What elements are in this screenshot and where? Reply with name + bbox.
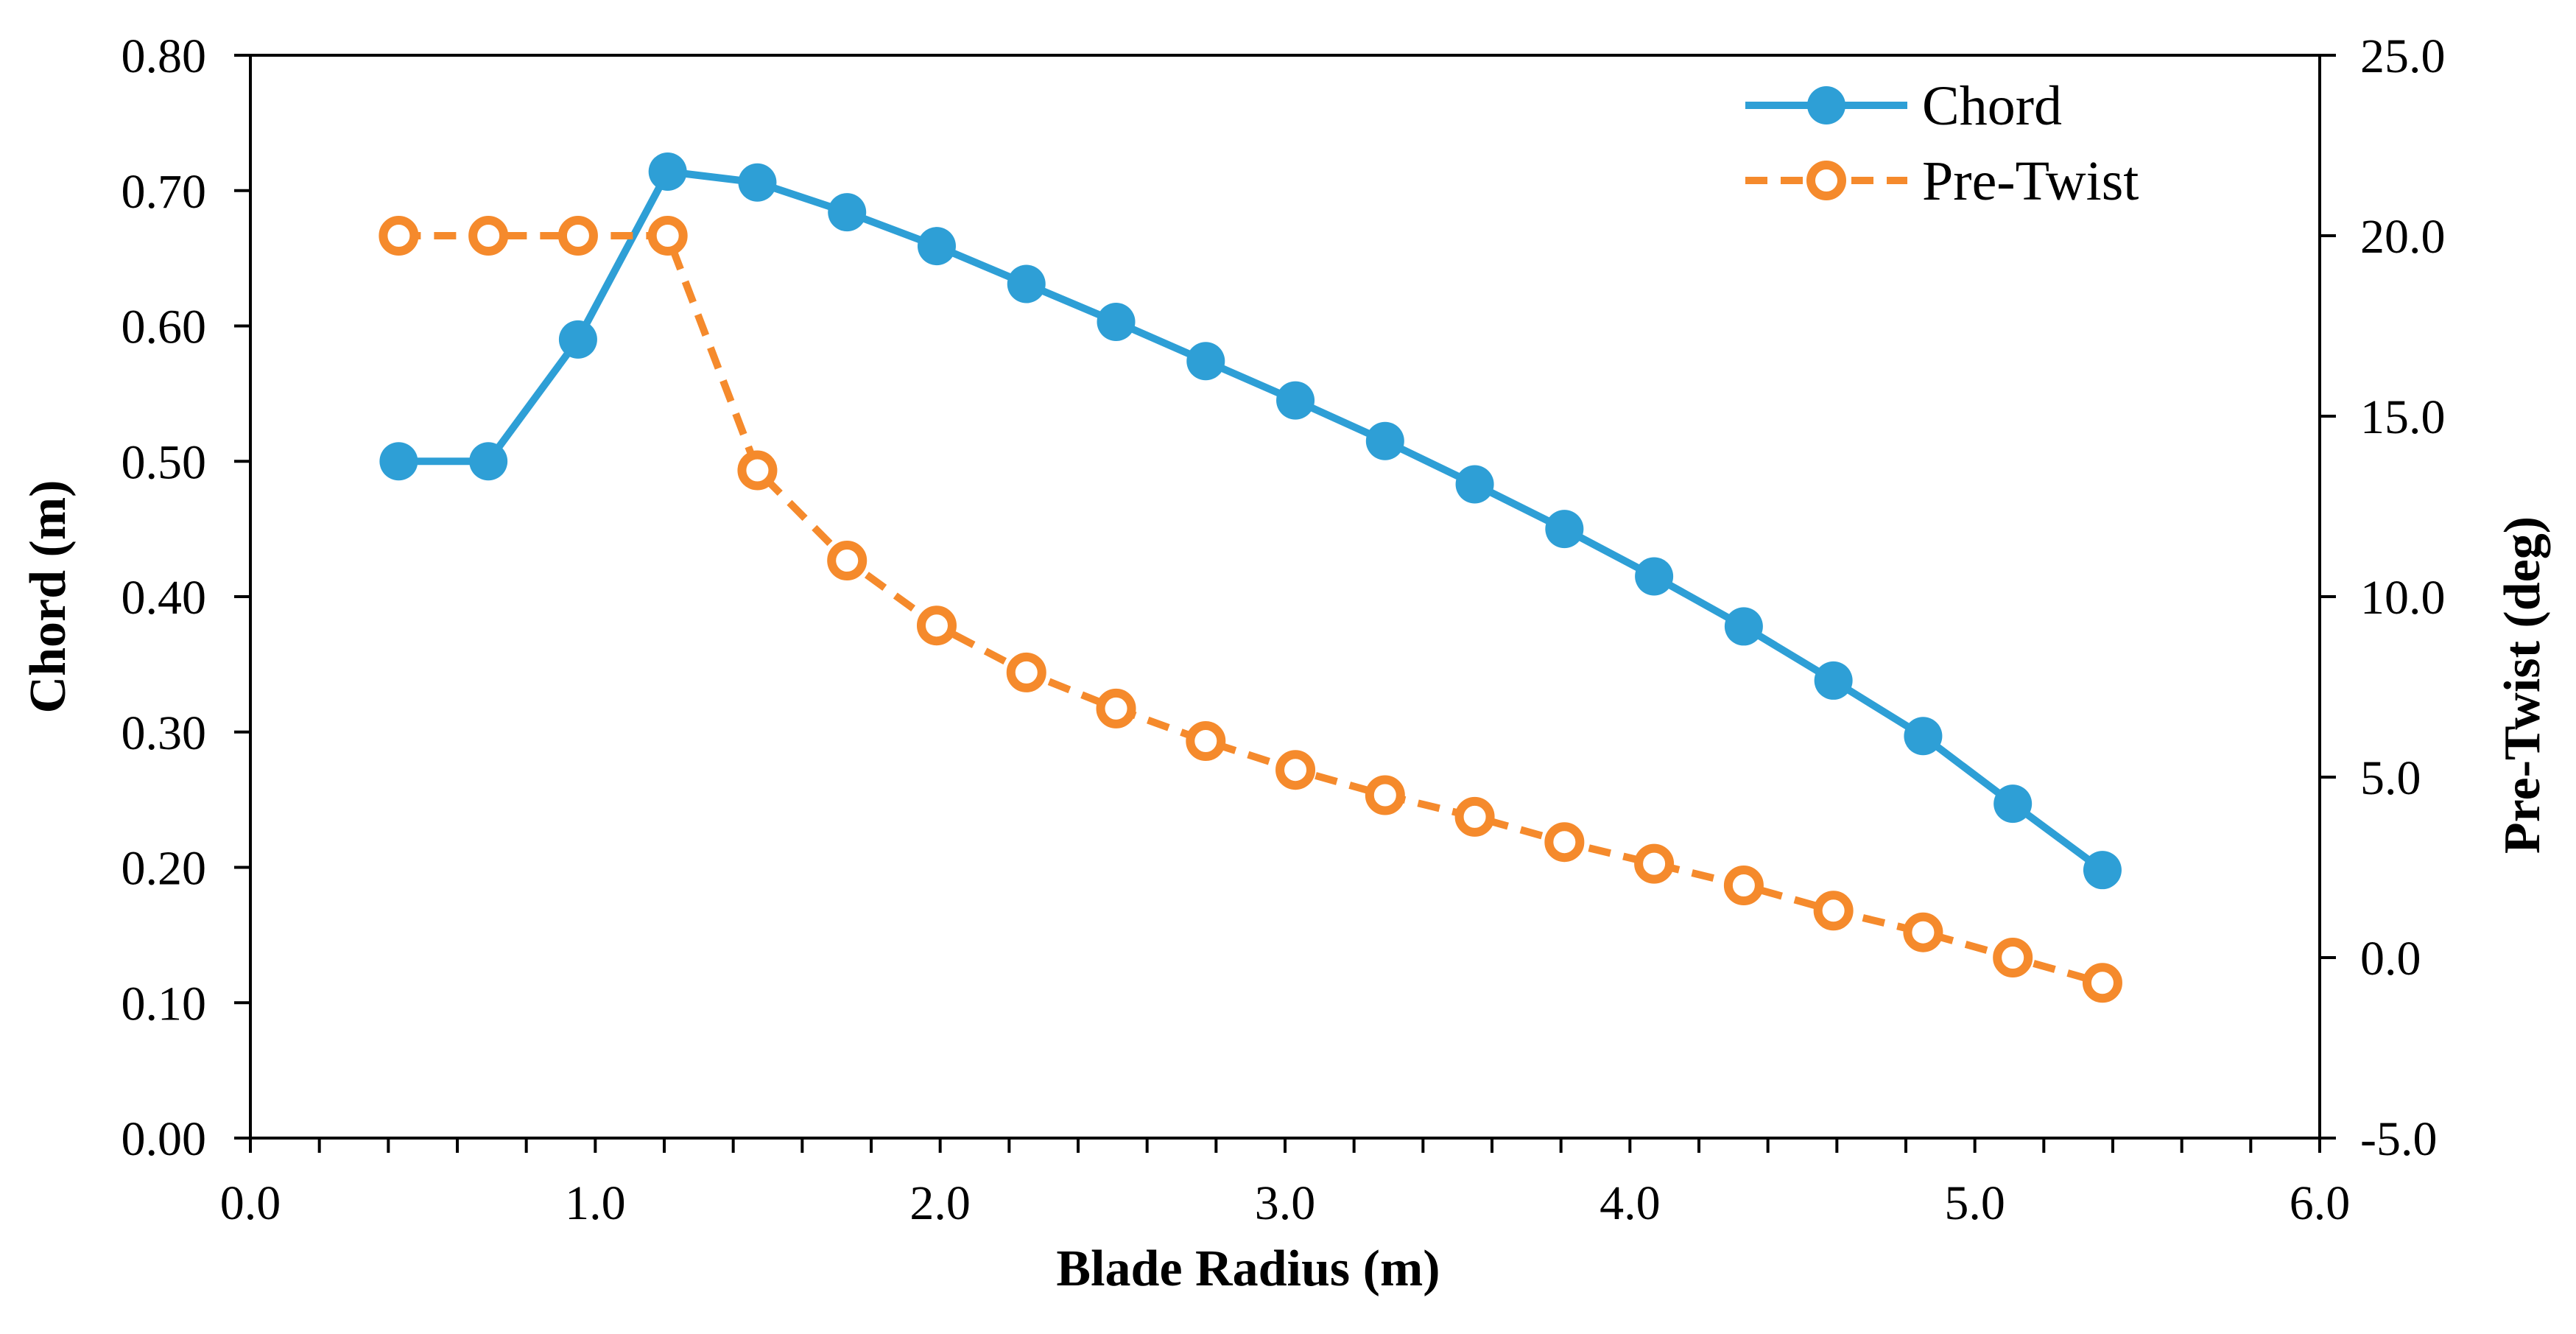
x-tick-label: 5.0 (1944, 1176, 2005, 1230)
chord-point (2083, 851, 2122, 890)
pre-twist-point (1454, 796, 1495, 837)
chord-point (1365, 421, 1404, 460)
pre-twist-point (379, 216, 419, 256)
y-right-tick-label: 5.0 (2360, 751, 2421, 805)
y-right-tick-label: 25.0 (2360, 29, 2446, 83)
pre-twist-point (2082, 963, 2122, 1003)
y-right-tick-label: 15.0 (2360, 390, 2446, 444)
x-tick-label: 2.0 (909, 1176, 971, 1230)
chord-point (379, 442, 418, 481)
chord-point (1993, 784, 2033, 824)
y-left-tick-label: 0.60 (122, 301, 207, 354)
pre-twist-point (647, 216, 688, 256)
chord-point (1186, 342, 1225, 381)
pre-twist-point (1365, 775, 1405, 815)
y-left-tick-label: 0.80 (122, 29, 207, 83)
chord-point (1007, 264, 1046, 303)
chord-point (1545, 510, 1584, 549)
chord-point (469, 442, 508, 481)
chord-point (917, 227, 956, 266)
axes: 0.0 1.0 2.0 3.0 4.0 5.0 6.0 0.00 0.10 0.20 0.30 0.4… (20, 29, 2551, 1297)
pre-twist-point (1275, 750, 1316, 790)
legend: Chord Pre-Twist (1745, 75, 2139, 212)
y-right-axis-title: Pre-Twist (deg) (2494, 516, 2551, 854)
y-left-axis-title: Chord (m) (20, 480, 77, 714)
legend-chord-marker (1807, 86, 1845, 124)
chord-point (738, 163, 777, 202)
pre-twist-point (1813, 891, 1854, 931)
pre-twist-point (468, 216, 509, 256)
x-tick-label: 4.0 (1600, 1176, 1661, 1230)
x-tick-label: 3.0 (1255, 1176, 1316, 1230)
legend-pre-twist-marker (1806, 161, 1846, 200)
y-left-tick-label: 0.50 (122, 435, 207, 489)
legend-pre-twist-label: Pre-Twist (1922, 150, 2139, 212)
pre-twist-point (1006, 652, 1046, 692)
y-right-tick-label: -5.0 (2360, 1112, 2437, 1166)
y-left-tick-label: 0.10 (122, 977, 207, 1031)
pre-twist-point (1993, 938, 2033, 977)
series-layer (379, 152, 2122, 1003)
x-axis-title: Blade Radius (m) (1056, 1240, 1440, 1297)
y-right-tick-label: 10.0 (2360, 571, 2446, 625)
y-left-tick-label: 0.30 (122, 706, 207, 760)
chord-point (1635, 557, 1674, 596)
y-left-tick-label: 0.00 (122, 1112, 207, 1166)
x-tick-label: 0.0 (220, 1176, 281, 1230)
chord-point (1455, 465, 1494, 504)
chord-point (828, 193, 867, 232)
pre-twist-point (916, 605, 957, 646)
chord-point (1097, 302, 1136, 341)
y-left-tick-label: 0.70 (122, 165, 207, 219)
y-left-tick-label: 0.40 (122, 571, 207, 625)
pre-twist-point (1544, 822, 1585, 863)
chord-line (398, 168, 2105, 874)
y-right-tick-label: 20.0 (2360, 210, 2446, 264)
pre-twist-point (1634, 843, 1675, 884)
chord-point (1904, 717, 1943, 756)
y-right-tick-label: 0.0 (2360, 932, 2421, 986)
legend-chord-label: Chord (1922, 75, 2062, 137)
chord-point (648, 152, 687, 192)
pre-twist-point (827, 541, 868, 580)
pre-twist-point (1723, 866, 1764, 905)
pre-twist-point (1903, 912, 1943, 952)
pre-twist-series (379, 216, 2122, 1003)
x-tick-label: 1.0 (565, 1176, 626, 1230)
chord-point (1814, 661, 1853, 700)
pre-twist-point (1096, 688, 1136, 729)
pre-twist-point (1186, 721, 1226, 761)
pre-twist-point (737, 450, 778, 491)
chord-point (1724, 607, 1763, 646)
chord-point (558, 320, 597, 359)
x-tick-label: 6.0 (2290, 1176, 2351, 1230)
chord-series (379, 152, 2122, 890)
chord-point (1276, 381, 1315, 420)
y-left-tick-label: 0.20 (122, 842, 207, 896)
pre-twist-point (557, 216, 598, 256)
pre-twist-line (398, 232, 2104, 987)
